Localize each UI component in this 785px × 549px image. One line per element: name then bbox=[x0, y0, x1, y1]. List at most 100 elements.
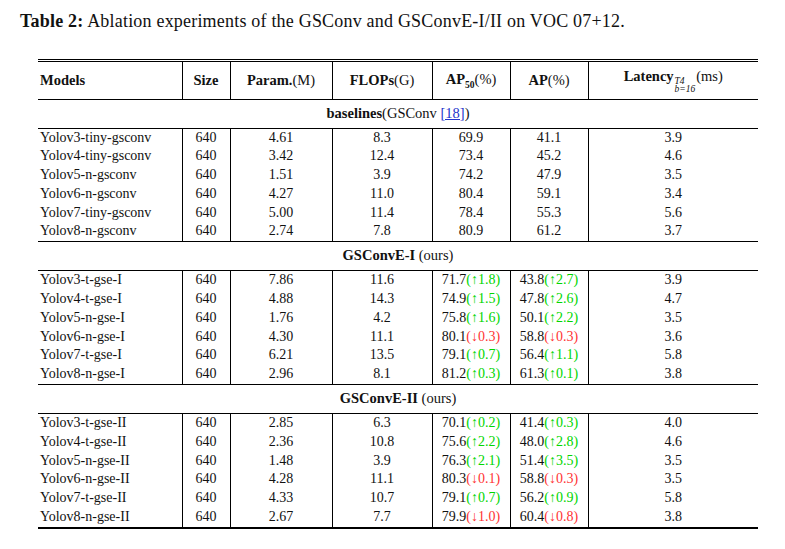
table-row: Yolov5-n-gse-II6401.483.976.3(↑2.1)51.4(… bbox=[38, 452, 758, 471]
ap-cell: 45.2 bbox=[510, 147, 588, 166]
ap50-cell: 75.8(↑1.6) bbox=[432, 309, 510, 328]
flops-cell: 11.0 bbox=[332, 185, 432, 204]
ap-value: 56.2 bbox=[520, 490, 545, 505]
ap50-header-label: AP bbox=[446, 71, 465, 87]
section-title: GSConvE-I (ours) bbox=[38, 242, 758, 271]
ap-decrease: (↓0.3) bbox=[544, 471, 578, 486]
flops-cell: 7.8 bbox=[332, 222, 432, 241]
ap-value: 61.2 bbox=[537, 223, 562, 238]
size-cell: 640 bbox=[182, 166, 230, 185]
flops-cell: 11.1 bbox=[332, 470, 432, 489]
ap-value: 74.9 bbox=[442, 291, 467, 306]
param-cell: 3.42 bbox=[230, 147, 332, 166]
ap-value: 43.8 bbox=[520, 272, 545, 287]
param-cell: 2.96 bbox=[230, 365, 332, 384]
model-cell: Yolov4-tiny-gsconv bbox=[38, 147, 182, 166]
section-post-text: ) bbox=[465, 105, 470, 121]
model-cell: Yolov3-t-gse-II bbox=[38, 414, 182, 433]
ap50-cell: 74.2 bbox=[432, 166, 510, 185]
flops-cell: 8.1 bbox=[332, 365, 432, 384]
model-cell: Yolov3-tiny-gsconv bbox=[38, 128, 182, 147]
table-caption: Table 2: Ablation experiments of the GSC… bbox=[20, 11, 625, 32]
paper-page: Table 2: Ablation experiments of the GSC… bbox=[0, 0, 785, 549]
flops-cell: 4.2 bbox=[332, 309, 432, 328]
ap-increase: (↑1.1) bbox=[544, 347, 578, 362]
size-cell: 640 bbox=[182, 365, 230, 384]
param-header-label: Param. bbox=[247, 72, 293, 88]
ap-value: 76.3 bbox=[442, 453, 467, 468]
citation-link[interactable]: [18] bbox=[441, 105, 465, 121]
model-cell: Yolov7-t-gse-I bbox=[38, 346, 182, 365]
ap-increase: (↑0.7) bbox=[466, 347, 500, 362]
model-cell: Yolov6-n-gse-I bbox=[38, 328, 182, 347]
ap-value: 58.8 bbox=[520, 329, 545, 344]
param-cell: 4.30 bbox=[230, 328, 332, 347]
ap-value: 55.3 bbox=[537, 205, 562, 220]
table-row: Yolov6-n-gse-II6404.2811.180.3(↓0.1)58.8… bbox=[38, 470, 758, 489]
column-header-ap: AP(%) bbox=[510, 62, 588, 100]
param-cell: 1.48 bbox=[230, 452, 332, 471]
ap-increase: (↑0.9) bbox=[544, 490, 578, 505]
ap-increase: (↑2.8) bbox=[544, 434, 578, 449]
ap-increase: (↑0.3) bbox=[544, 415, 578, 430]
ap50-cell: 71.7(↑1.8) bbox=[432, 271, 510, 290]
ap-cell: 56.4(↑1.1) bbox=[510, 346, 588, 365]
table-row: Yolov7-t-gse-II6404.3310.779.1(↑0.7)56.2… bbox=[38, 489, 758, 508]
param-cell: 4.33 bbox=[230, 489, 332, 508]
ap-cell: 47.9 bbox=[510, 166, 588, 185]
table-row: Yolov8-n-gse-I6402.968.181.2(↑0.3)61.3(↑… bbox=[38, 365, 758, 384]
model-cell: Yolov4-t-gse-I bbox=[38, 290, 182, 309]
latency-cell: 3.6 bbox=[588, 328, 758, 347]
table-header: Models Size Param.(M) FLOPs(G) AP50(%) bbox=[38, 62, 758, 100]
model-cell: Yolov8-n-gse-II bbox=[38, 508, 182, 527]
ap-header-unit: (%) bbox=[548, 72, 570, 88]
ap-decrease: (↓1.0) bbox=[466, 509, 500, 524]
latency-cell: 3.7 bbox=[588, 222, 758, 241]
flops-header-unit: (G) bbox=[394, 72, 414, 88]
flops-cell: 11.1 bbox=[332, 328, 432, 347]
ap-increase: (↑2.6) bbox=[544, 291, 578, 306]
size-cell: 640 bbox=[182, 433, 230, 452]
ap-value: 71.7 bbox=[442, 272, 467, 287]
param-cell: 1.76 bbox=[230, 309, 332, 328]
ap-cell: 50.1(↑2.2) bbox=[510, 309, 588, 328]
size-cell: 640 bbox=[182, 128, 230, 147]
ablation-table: Models Size Param.(M) FLOPs(G) AP50(%) bbox=[38, 62, 758, 527]
section-name: GSConvE-II bbox=[340, 390, 418, 406]
ap-value: 41.1 bbox=[537, 130, 562, 145]
ap-increase: (↑1.5) bbox=[466, 291, 500, 306]
latency-header-supsub: T4b=16 bbox=[675, 77, 696, 94]
ap-value: 45.2 bbox=[537, 148, 562, 163]
ap50-cell: 78.4 bbox=[432, 204, 510, 223]
size-cell: 640 bbox=[182, 290, 230, 309]
ap-value: 48.0 bbox=[520, 434, 545, 449]
ap-value: 70.1 bbox=[442, 415, 467, 430]
section-post-text: (ours) bbox=[415, 247, 453, 263]
flops-cell: 6.3 bbox=[332, 414, 432, 433]
model-cell: Yolov6-n-gsconv bbox=[38, 185, 182, 204]
latency-cell: 3.9 bbox=[588, 271, 758, 290]
flops-cell: 3.9 bbox=[332, 166, 432, 185]
param-cell: 2.67 bbox=[230, 508, 332, 527]
flops-cell: 8.3 bbox=[332, 128, 432, 147]
param-cell: 5.00 bbox=[230, 204, 332, 223]
latency-cell: 5.8 bbox=[588, 489, 758, 508]
ap-decrease: (↓0.3) bbox=[544, 329, 578, 344]
flops-cell: 14.3 bbox=[332, 290, 432, 309]
flops-cell: 12.4 bbox=[332, 147, 432, 166]
ap50-cell: 80.4 bbox=[432, 185, 510, 204]
ap-value: 47.9 bbox=[537, 167, 562, 182]
latency-cell: 3.9 bbox=[588, 128, 758, 147]
ap-cell: 41.1 bbox=[510, 128, 588, 147]
table-row: Yolov6-n-gsconv6404.2711.080.459.13.4 bbox=[38, 185, 758, 204]
ap-cell: 61.2 bbox=[510, 222, 588, 241]
ap-value: 60.4 bbox=[520, 509, 545, 524]
size-cell: 640 bbox=[182, 204, 230, 223]
latency-cell: 3.5 bbox=[588, 166, 758, 185]
ap-increase: (↑0.1) bbox=[544, 366, 578, 381]
model-cell: Yolov7-tiny-gsconv bbox=[38, 204, 182, 223]
ap-increase: (↑0.3) bbox=[466, 366, 500, 381]
ap50-cell: 80.1(↓0.3) bbox=[432, 328, 510, 347]
latency-cell: 4.7 bbox=[588, 290, 758, 309]
ap-decrease: (↓0.8) bbox=[544, 509, 578, 524]
